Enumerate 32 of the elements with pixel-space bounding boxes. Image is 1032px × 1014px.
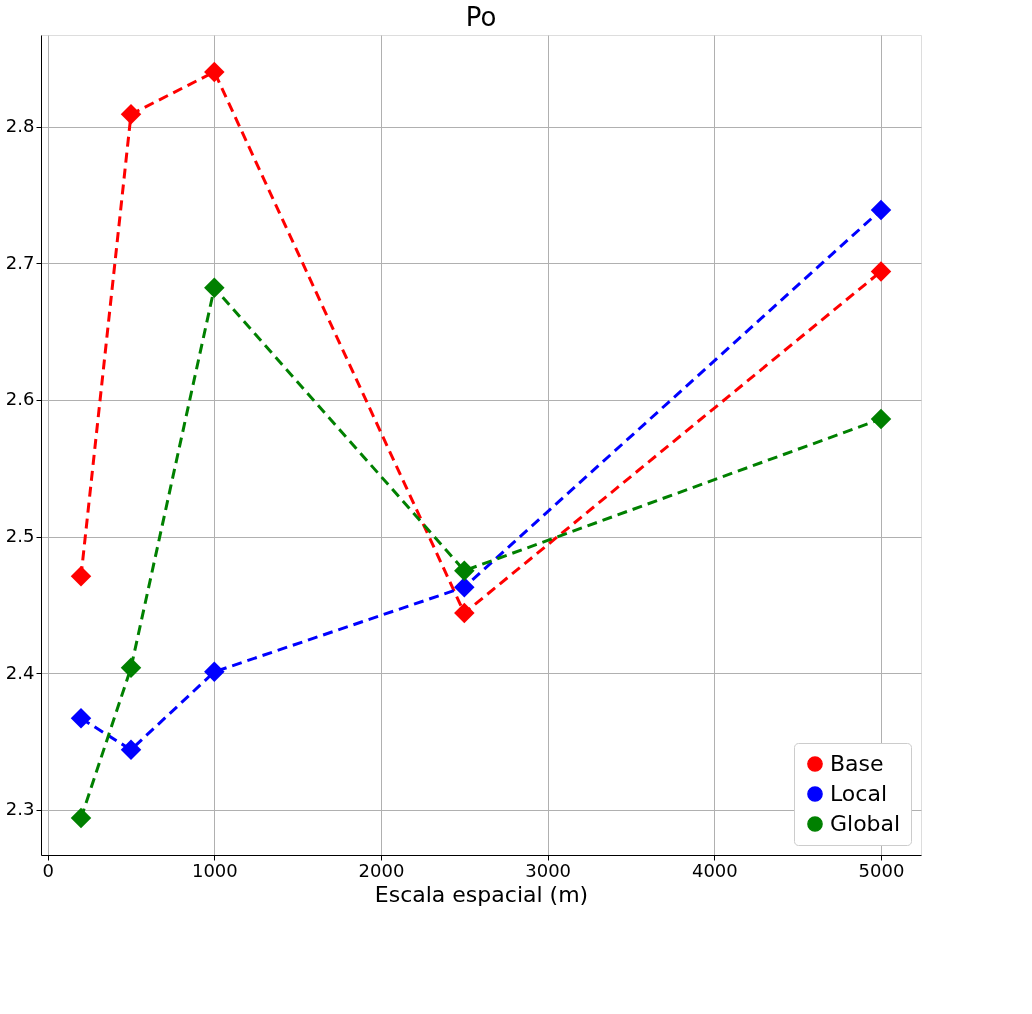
x-axis-title: Escala espacial (m) <box>374 881 589 907</box>
point <box>120 104 142 125</box>
point <box>70 708 92 729</box>
y-tick-label: 2.4 <box>5 661 35 683</box>
point <box>204 661 225 683</box>
point <box>870 199 892 221</box>
y-tick-label: 2.8 <box>5 115 35 137</box>
x-tick-label: 3000 <box>525 859 572 881</box>
x-tick-label: 0 <box>42 859 54 881</box>
point <box>70 565 92 587</box>
legend-label: Local <box>830 781 888 806</box>
point <box>204 277 225 299</box>
point <box>70 807 92 829</box>
point <box>454 560 475 581</box>
point <box>870 408 892 430</box>
point <box>120 739 142 761</box>
chart-title: Po <box>465 2 497 32</box>
legend-label: Base <box>830 751 884 776</box>
x-tick-label: 4000 <box>691 859 738 881</box>
point <box>204 61 225 83</box>
point <box>870 261 892 282</box>
x-tick-label: 1000 <box>191 859 238 881</box>
legend-label: Global <box>830 811 901 836</box>
x-tick-label: 2000 <box>358 859 405 881</box>
point <box>120 657 142 679</box>
y-tick-label: 2.3 <box>5 798 35 820</box>
y-tick-label: 2.5 <box>5 525 35 547</box>
point <box>454 602 475 624</box>
y-tick-label: 2.7 <box>5 251 35 273</box>
point <box>454 576 475 598</box>
x-tick-label: 5000 <box>858 859 905 881</box>
y-tick-label: 2.6 <box>5 388 35 410</box>
